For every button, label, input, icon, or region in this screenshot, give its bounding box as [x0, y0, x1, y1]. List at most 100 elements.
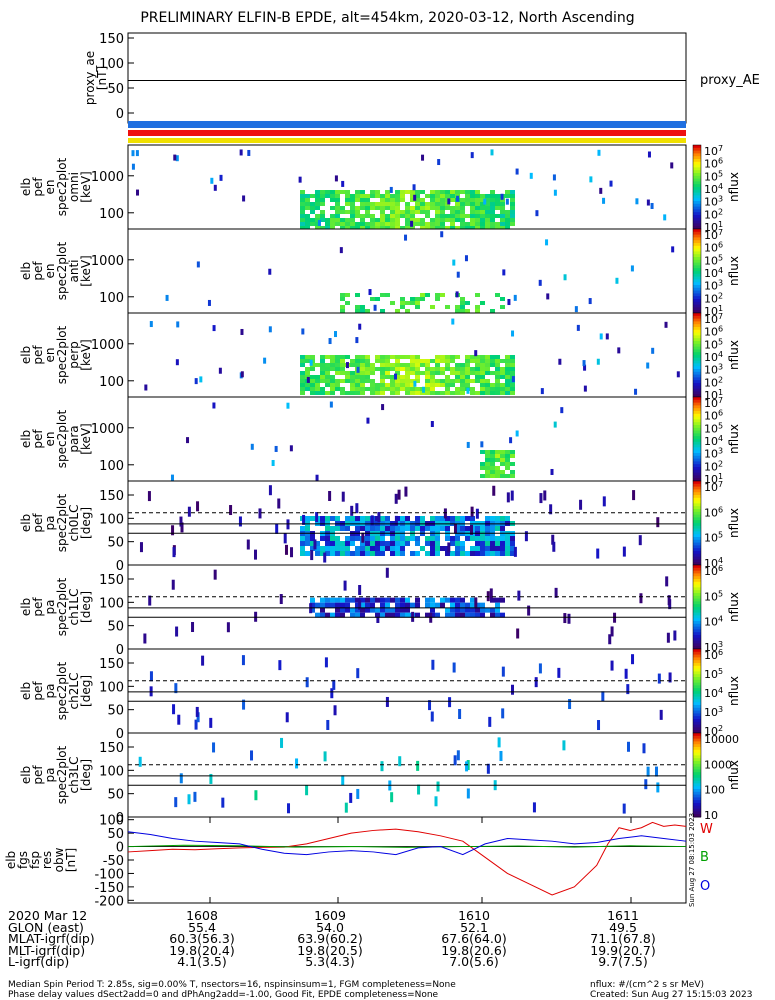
spectrogram-cell [207, 299, 211, 306]
spectrogram-cell [505, 466, 510, 470]
colorbar-segment [693, 618, 701, 622]
spectrogram-cell [310, 202, 315, 206]
spectrogram-cell [500, 383, 505, 387]
spectrogram-cell [390, 222, 395, 226]
colorbar-segment [693, 374, 701, 378]
colorbar-segment [693, 231, 701, 236]
pitch-angle-cell [440, 526, 445, 531]
colorbar-segment [693, 335, 701, 339]
spectrogram-cell [455, 206, 460, 210]
colorbar-segment [693, 640, 701, 644]
pitch-angle-cell [375, 526, 380, 531]
pitch-angle-cell [500, 516, 505, 521]
pitch-angle-cell [490, 526, 495, 531]
pitch-angle-cell [341, 491, 345, 502]
colorbar-segment [693, 209, 701, 213]
spectrogram-cell [355, 375, 360, 379]
spectrogram-cell [480, 466, 485, 470]
spectrogram-cell [440, 367, 445, 371]
spectrogram-cell [425, 387, 430, 391]
colorbar-segment [693, 282, 701, 286]
spectrogram-cell [325, 190, 330, 194]
pitch-angle-cell [395, 526, 400, 531]
colorbar-segment [693, 553, 701, 558]
spectrogram-cell [350, 214, 355, 218]
pitch-angle-cell [485, 536, 490, 541]
pitch-angle-cell [638, 535, 642, 546]
pitch-angle-cell [420, 546, 425, 551]
spectrogram-cell [300, 226, 305, 230]
spectrogram-cell [334, 175, 338, 182]
spectrogram-cell [350, 222, 355, 226]
ylabel-line: proxy_ae [83, 51, 97, 105]
spectrogram-cell [510, 367, 515, 371]
spectrogram-cell [405, 383, 410, 387]
ylabel-line: fsp [28, 851, 42, 869]
spectrogram-cell [460, 309, 465, 313]
pitch-angle-cell [524, 531, 528, 542]
spectrogram-cell [500, 454, 505, 458]
legend-W: W [700, 822, 713, 837]
ylabel-line: spec2plot [55, 241, 69, 300]
pitch-angle-cell [460, 597, 465, 603]
spectrogram-cell [470, 152, 474, 159]
pitch-angle-cell [345, 597, 350, 603]
spectrogram-cell [455, 355, 460, 359]
spectrogram-cell [355, 210, 360, 214]
pitch-angle-cell [345, 526, 350, 531]
spectrogram-cell [395, 387, 400, 391]
pitch-angle-cell [460, 612, 465, 618]
spectrogram-cell [465, 309, 470, 313]
pitch-angle-cell [365, 551, 370, 556]
spectrogram-cell [330, 367, 335, 371]
spectrogram-cell [445, 359, 450, 363]
pitch-angle-cell [380, 551, 385, 556]
spectrogram-cell [510, 391, 515, 395]
pitch-angle-cell [335, 541, 340, 546]
pitch-angle-cell [480, 546, 485, 551]
spectrogram-cell [320, 214, 325, 218]
spectrogram-cell [490, 309, 495, 313]
spectrogram-cell [355, 206, 360, 210]
spectrogram-cell [510, 218, 515, 222]
spectrogram-cell [440, 371, 445, 375]
spectrogram-cell [460, 210, 465, 214]
spectrogram-cell [475, 379, 480, 383]
spectrogram-cell [485, 206, 490, 210]
spectrogram-cell [405, 190, 410, 194]
pitch-angle-cell [350, 597, 355, 603]
spectrogram-cell [485, 383, 490, 387]
spectrogram-cell [480, 441, 484, 448]
pitch-angle-cell [355, 526, 360, 531]
spectrogram-cell [335, 359, 340, 363]
spectrogram-cell [385, 293, 390, 297]
spectrogram-cell [510, 210, 515, 214]
colorbar-segment [693, 184, 701, 188]
orbit-info-label: L-igrf(dip) [8, 954, 70, 969]
pitch-angle-pixels [138, 737, 660, 814]
pitch-angle-cell [495, 597, 500, 603]
spectrogram-cell [465, 202, 470, 206]
pitch-angle-cell [610, 626, 614, 637]
colorbar-segment [693, 217, 701, 222]
pitch-angle-cell [567, 613, 571, 624]
orbit-info-cell: 19.9(20.7) [590, 942, 656, 958]
pitch-angle-cell [365, 602, 370, 608]
colorbar [692, 228, 702, 314]
ylabel-line: spec2plot [55, 157, 69, 216]
spectrogram-cell [320, 359, 325, 363]
spectrogram-cell [420, 226, 425, 230]
spectrogram-cell [615, 277, 619, 284]
spectrogram-cell [538, 279, 542, 286]
spectrogram-cell [450, 218, 455, 222]
ylabel-line: spec2plot [55, 745, 69, 804]
ylabel-line: [deg] [79, 591, 93, 623]
colorbar-tick-label: 106 [704, 505, 723, 519]
spectrogram-cell [485, 198, 490, 202]
pitch-angle-cell [551, 534, 555, 545]
spectrogram-cell [465, 379, 470, 383]
pitch-angle-cell [340, 602, 345, 608]
pitch-angle-cell [325, 516, 330, 521]
spectrogram-cell [350, 375, 355, 379]
pitch-angle-cell [360, 516, 365, 521]
